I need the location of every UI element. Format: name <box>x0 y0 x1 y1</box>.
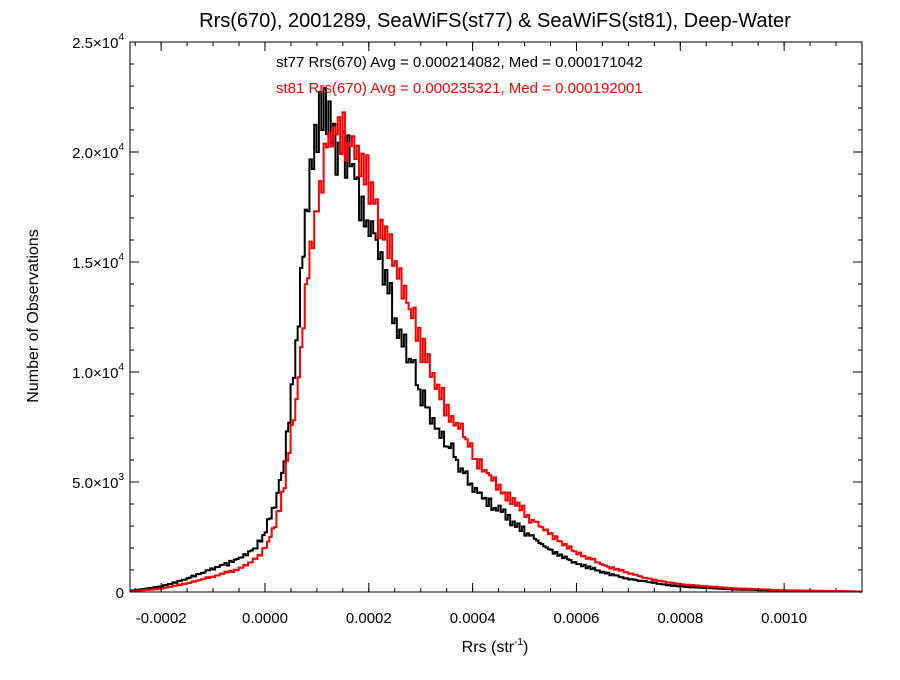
y-tick-label-exponent: 4 <box>118 252 124 263</box>
x-tick-label: -0.0002 <box>136 610 187 627</box>
x-tick-label: 0.0004 <box>450 610 496 627</box>
y-axis-label-group: Number of Observations <box>25 229 42 402</box>
y-tick-label: 2.5×104 <box>72 32 124 52</box>
y-tick-label-exponent: 4 <box>118 32 124 43</box>
y-tick-label: 0 <box>116 585 124 602</box>
annotation-st81: st81 Rrs(670) Avg = 0.000235321, Med = 0… <box>276 80 643 97</box>
y-tick-label-exponent: 4 <box>118 362 124 373</box>
y-tick-label: 1.0×104 <box>72 362 124 382</box>
series-line-st81 <box>130 111 862 593</box>
x-tick-label: 0.0002 <box>346 610 392 627</box>
y-tick-label-exponent: 4 <box>118 142 124 153</box>
y-tick-label: 5.0×103 <box>72 472 124 492</box>
y-tick-label-mantissa: 1.0×10 <box>72 365 118 382</box>
y-tick-label-mantissa: 1.5×10 <box>72 255 118 272</box>
x-tick-label: 0.0006 <box>554 610 600 627</box>
y-tick-label-mantissa: 2.5×10 <box>72 35 118 52</box>
y-tick-label-mantissa: 0 <box>116 585 124 602</box>
x-axis-label-main: Rrs (str <box>462 639 515 656</box>
y-tick-label: 2.0×104 <box>72 142 124 162</box>
axes-layer: -0.0002 0.0000 0.0002 0.0004 0.0006 0.0008 0.0… <box>72 32 863 627</box>
x-tick-label: 0.0010 <box>761 610 807 627</box>
x-axis-label: Rrs (str-1) <box>462 637 529 656</box>
y-tick-label-mantissa: 2.0×10 <box>72 145 118 162</box>
series-line-st77 <box>130 87 862 593</box>
x-axis-label-superscript: -1 <box>514 637 523 648</box>
annotation-layer: st77 Rrs(670) Avg = 0.000214082, Med = 0… <box>276 54 643 97</box>
plot-frame <box>129 41 863 593</box>
annotation-st77: st77 Rrs(670) Avg = 0.000214082, Med = 0… <box>276 54 643 71</box>
chart-title: Rrs(670), 2001289, SeaWiFS(st77) & SeaWi… <box>199 10 791 32</box>
y-tick-label-mantissa: 5.0×10 <box>72 475 118 492</box>
y-axis-label: Number of Observations <box>25 229 42 402</box>
y-tick-label: 1.5×104 <box>72 252 124 272</box>
y-tick-label-exponent: 3 <box>118 472 124 483</box>
series-layer <box>130 87 862 593</box>
x-axis-label-close: ) <box>523 639 528 656</box>
x-tick-label: 0.0008 <box>657 610 703 627</box>
x-tick-label: 0.0000 <box>242 610 288 627</box>
